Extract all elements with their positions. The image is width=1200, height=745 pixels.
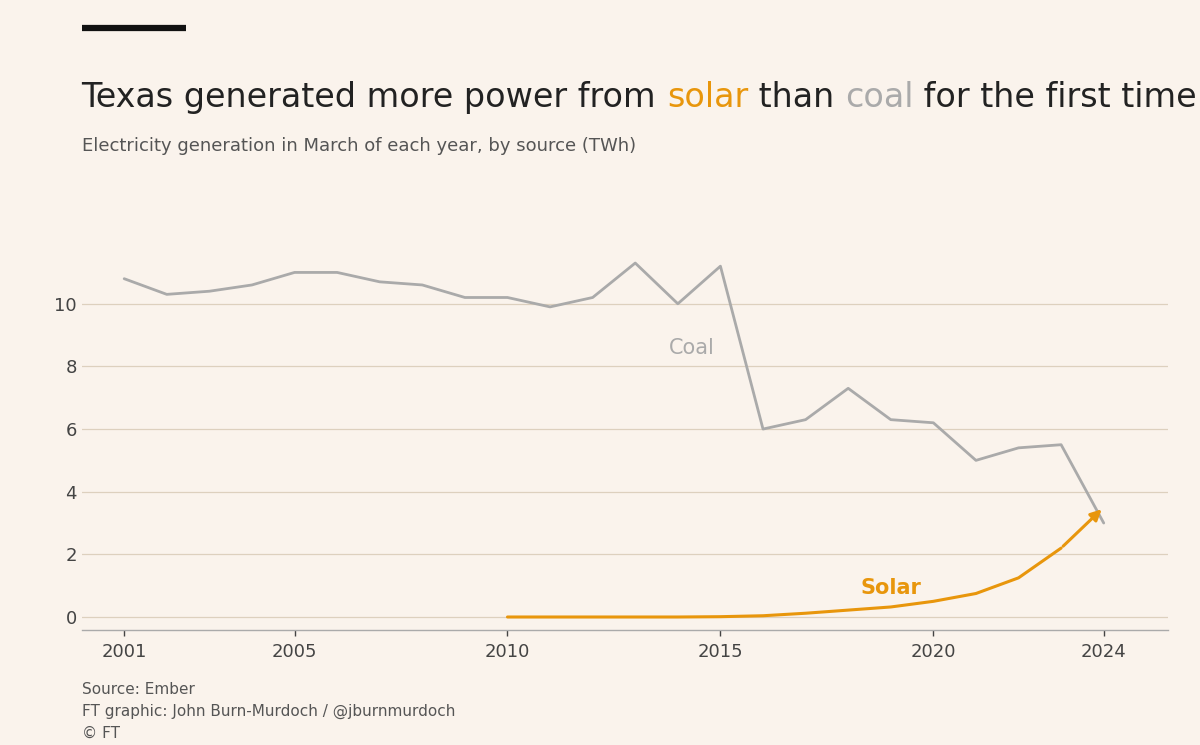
Text: Electricity generation in March of each year, by source (TWh): Electricity generation in March of each …	[82, 137, 636, 155]
Text: for the first time in March: for the first time in March	[913, 81, 1200, 114]
Text: than: than	[748, 81, 845, 114]
Text: Solar: Solar	[860, 577, 922, 597]
Text: coal: coal	[845, 81, 913, 114]
Text: Texas generated more power from: Texas generated more power from	[82, 81, 667, 114]
Text: solar: solar	[667, 81, 748, 114]
Text: Source: Ember
FT graphic: John Burn-Murdoch / @jburnmurdoch
© FT: Source: Ember FT graphic: John Burn-Murd…	[82, 682, 455, 741]
Text: Coal: Coal	[670, 338, 715, 358]
